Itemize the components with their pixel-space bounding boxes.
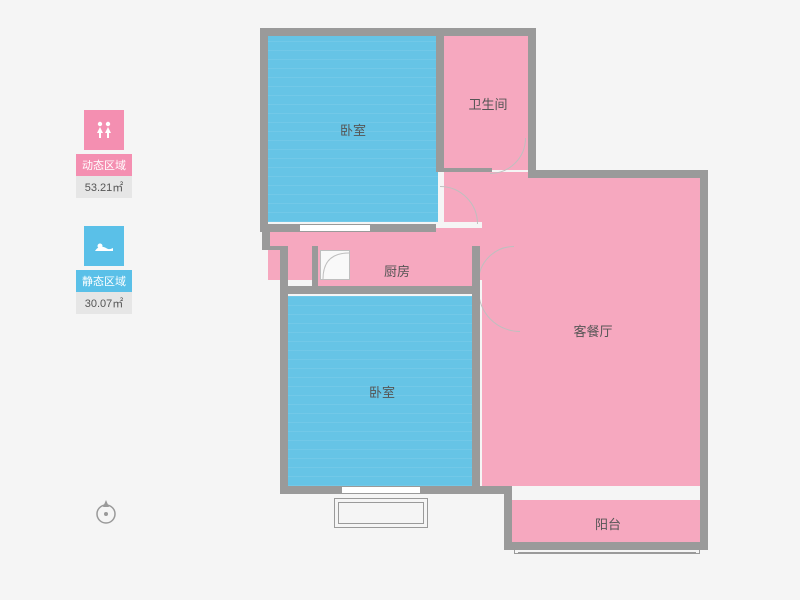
floorplan: 卧室卫生间厨房卧室客餐厅阳台 [244, 22, 722, 576]
legend-static-value: 30.07㎡ [76, 292, 132, 314]
legend-dynamic-label: 动态区域 [76, 154, 132, 176]
shower-icon [320, 250, 350, 280]
balcony-rail [514, 548, 700, 554]
room-label-bedroom1: 卧室 [340, 120, 366, 139]
room-label-balcony: 阳台 [595, 514, 621, 533]
wall [444, 168, 492, 172]
room-label-bedroom2: 卧室 [369, 382, 395, 401]
wall [312, 246, 318, 290]
wall [472, 246, 480, 494]
wall [700, 486, 708, 550]
sleep-icon [84, 226, 124, 266]
wall [472, 486, 508, 494]
window [342, 486, 420, 494]
wall [260, 28, 268, 232]
wall [280, 246, 288, 494]
room-bedroom2: 卧室 [288, 296, 476, 486]
room-balcony: 阳台 [512, 500, 704, 546]
room-label-living: 客餐厅 [573, 321, 612, 340]
wall [436, 28, 444, 172]
wall [504, 486, 512, 550]
room-label-bathroom: 卫生间 [468, 94, 507, 113]
wall [528, 170, 708, 178]
legend-static-label: 静态区域 [76, 270, 132, 292]
wall [528, 28, 536, 178]
wall [280, 286, 480, 294]
window [300, 224, 370, 232]
legend-dynamic: 动态区域 53.21㎡ [76, 110, 132, 198]
legend-dynamic-value: 53.21㎡ [76, 176, 132, 198]
compass-icon [92, 498, 120, 526]
room-label-kitchen: 厨房 [384, 261, 410, 280]
balcony-rail [334, 498, 428, 528]
people-icon [84, 110, 124, 150]
wall [700, 170, 708, 494]
room-bedroom1: 卧室 [268, 36, 438, 222]
legend: 动态区域 53.21㎡ 静态区域 30.07㎡ [76, 110, 132, 342]
wall [260, 28, 536, 36]
legend-static: 静态区域 30.07㎡ [76, 226, 132, 314]
